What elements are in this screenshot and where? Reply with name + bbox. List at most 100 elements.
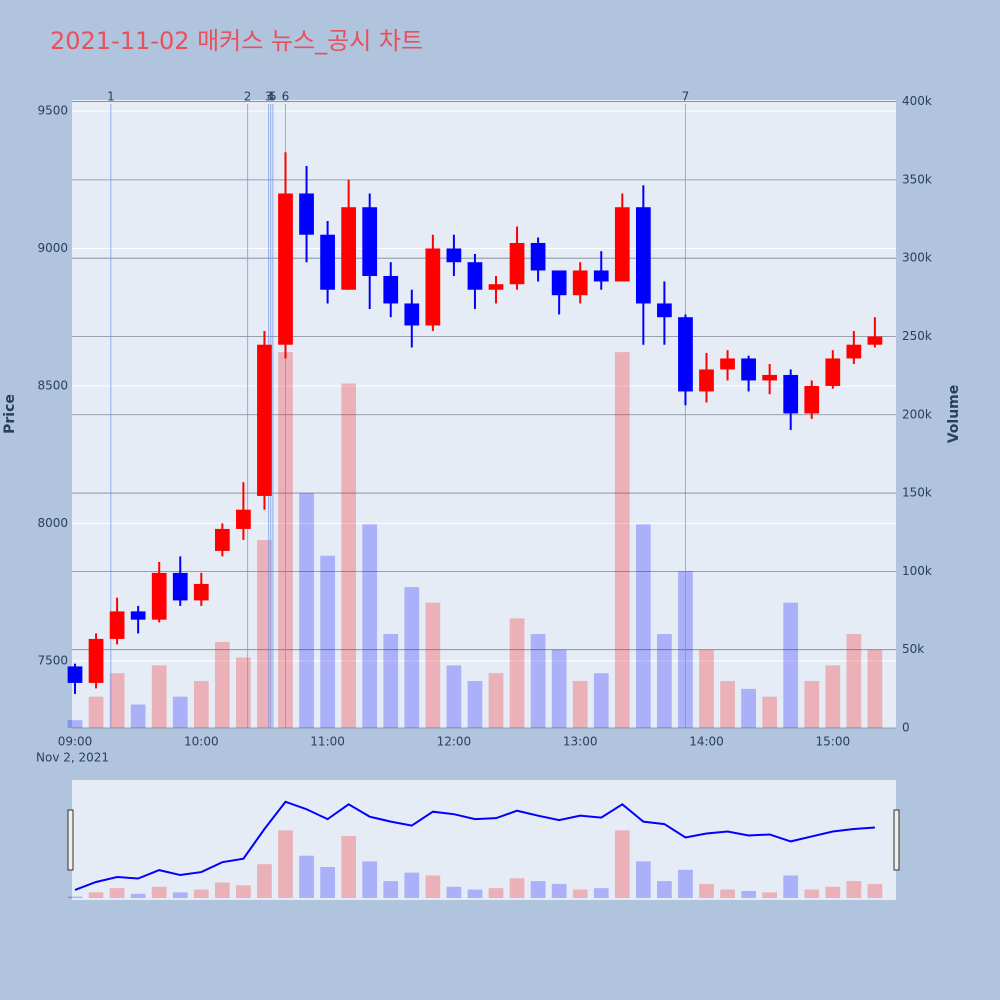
x-tick-label: 10:00: [184, 735, 219, 749]
slider-volume-bar: [383, 881, 399, 898]
range-slider[interactable]: [72, 780, 896, 900]
volume-bar: [741, 688, 756, 728]
volume-bar: [257, 540, 272, 728]
slider-volume-bar: [278, 830, 293, 898]
volume-bar: [383, 634, 399, 728]
slider-volume-bar: [530, 881, 546, 898]
slider-handle[interactable]: [893, 809, 900, 871]
candle-body: [635, 207, 651, 304]
volume-bar: [404, 587, 420, 728]
candle-body: [278, 193, 293, 345]
volume-bar: [214, 641, 230, 728]
slider-volume-bar: [804, 889, 820, 898]
volume-bar: [509, 618, 525, 728]
y2-tick-label: 400k: [902, 94, 932, 108]
slider-price-line: [74, 800, 875, 891]
x-tick-label: 14:00: [689, 735, 724, 749]
volume-bar: [446, 665, 462, 728]
candle-body: [678, 317, 693, 392]
slider-volume-bar: [341, 836, 357, 898]
plot-area: [72, 100, 896, 728]
slider-volume-bar: [678, 869, 693, 898]
x-tick-label: 13:00: [563, 735, 598, 749]
candle-body: [467, 262, 483, 290]
volume-bar: [593, 673, 609, 728]
candle-body: [530, 242, 546, 271]
y2-tick-label: 250k: [902, 329, 932, 343]
volume-bar: [720, 681, 735, 728]
volume-bar: [846, 634, 862, 728]
candle-body: [151, 572, 167, 620]
candle-body: [130, 611, 146, 620]
slider-volume-bar: [846, 881, 862, 898]
candle-body: [825, 358, 841, 386]
candle-body: [362, 207, 378, 276]
slider-volume-bar: [151, 886, 167, 898]
y-tick-label: 8000: [37, 516, 68, 530]
candle-body: [846, 344, 862, 359]
candle-body: [783, 374, 799, 414]
y2-tick-label: 0: [902, 721, 910, 735]
volume-bar: [488, 673, 504, 728]
volume-bar: [867, 649, 883, 728]
news-label: 5: [269, 90, 277, 104]
x-tick-label: 11:00: [310, 735, 345, 749]
slider-volume-bar: [867, 883, 883, 898]
candle-body: [257, 344, 272, 496]
candle-body: [67, 666, 83, 683]
volume-bar: [320, 555, 335, 728]
candle-body: [699, 369, 714, 392]
volume-bar: [172, 696, 188, 728]
volume-bar: [467, 681, 483, 728]
candle-body: [109, 611, 125, 639]
news-label: 7: [682, 90, 690, 104]
y-tick-label: 9000: [37, 241, 68, 255]
volume-bar: [88, 696, 104, 728]
candle-body: [551, 270, 567, 296]
candle-body: [172, 572, 188, 601]
news-label: 4: [267, 90, 275, 104]
x-tick-label: 12:00: [437, 735, 472, 749]
y-tick-label: 9500: [37, 103, 68, 117]
candle-body: [804, 385, 820, 414]
x-date-label: Nov 2, 2021: [36, 751, 109, 765]
slider-volume-bar: [762, 892, 778, 898]
volume-bar: [109, 673, 125, 728]
candle-body: [341, 207, 357, 290]
volume-bar: [657, 634, 672, 728]
news-label: 1: [107, 90, 115, 104]
volume-bar: [572, 681, 588, 728]
slider-volume-bar: [446, 886, 462, 898]
slider-volume-bar: [509, 878, 525, 898]
slider-volume-bar: [657, 881, 672, 898]
slider-volume-bar: [404, 872, 420, 898]
slider-volume-bar: [320, 867, 335, 898]
volume-bar: [783, 602, 799, 728]
candle-body: [404, 303, 420, 326]
candle-body: [193, 583, 209, 601]
slider-volume-bar: [699, 883, 714, 898]
y2-tick-label: 200k: [902, 407, 932, 421]
candle-body: [572, 270, 588, 296]
slider-handle[interactable]: [67, 809, 74, 871]
y2-tick-label: 300k: [902, 251, 932, 265]
chart-title: 2021-11-02 매커스 뉴스_공시 차트: [50, 27, 423, 55]
slider-volume-bar: [741, 890, 756, 898]
slider-volume-bar: [88, 892, 104, 898]
volume-bar: [151, 665, 167, 728]
volume-bar: [614, 352, 630, 728]
slider-volume-bar: [614, 830, 630, 898]
y2-axis-title: Volume: [946, 385, 962, 444]
slider-volume-bar: [572, 889, 588, 898]
slider-volume-bar: [551, 883, 567, 898]
volume-bar: [635, 524, 651, 728]
volume-bar: [236, 657, 251, 728]
candle-body: [614, 207, 630, 282]
slider-volume-bar: [635, 861, 651, 898]
slider-volume-bar: [467, 889, 483, 898]
candle-body: [214, 528, 230, 551]
volume-bar: [341, 383, 357, 728]
y2-tick-label: 150k: [902, 486, 932, 500]
candle-body: [299, 193, 314, 235]
slider-volume-bar: [720, 889, 735, 898]
